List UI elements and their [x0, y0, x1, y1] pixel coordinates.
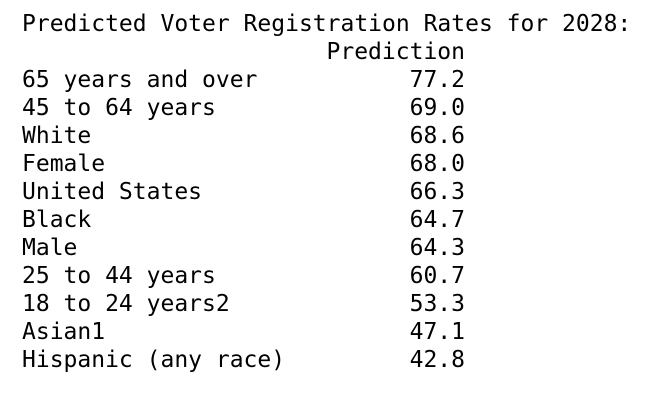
row-label: 65 years and over [22, 67, 258, 93]
row-value: 68.0 [409, 151, 465, 177]
row-label: Hispanic (any race) [22, 347, 286, 373]
table-row: United States 66.3 [22, 178, 662, 206]
console-output: Predicted Voter Registration Rates for 2… [22, 10, 662, 374]
row-value: 42.8 [409, 347, 465, 373]
row-label: Asian1 [22, 319, 106, 345]
table-row: 45 to 64 years 69.0 [22, 94, 662, 122]
row-label: 18 to 24 years2 [22, 291, 230, 317]
table-header-row: Prediction [22, 38, 662, 66]
table-row: Black 64.7 [22, 206, 662, 234]
table-row: Hispanic (any race) 42.8 [22, 346, 662, 374]
row-value: 68.6 [409, 123, 465, 149]
table-row: 65 years and over 77.2 [22, 66, 662, 94]
column-header-prediction: Prediction [326, 39, 465, 65]
row-label: United States [22, 179, 203, 205]
row-label: Male [22, 235, 78, 261]
table-row: Female 68.0 [22, 150, 662, 178]
row-value: 69.0 [409, 95, 465, 121]
table-row: White 68.6 [22, 122, 662, 150]
row-value: 66.3 [409, 179, 465, 205]
row-value: 47.1 [409, 319, 465, 345]
table-row: 18 to 24 years2 53.3 [22, 290, 662, 318]
row-value: 64.3 [409, 235, 465, 261]
row-value: 60.7 [409, 263, 465, 289]
row-value: 53.3 [409, 291, 465, 317]
row-value: 64.7 [409, 207, 465, 233]
table-row: Male 64.3 [22, 234, 662, 262]
row-label: White [22, 123, 92, 149]
header-index-spacer [22, 38, 322, 66]
row-label: Black [22, 207, 92, 233]
row-label: Female [22, 151, 106, 177]
row-label: 45 to 64 years [22, 95, 216, 121]
output-title: Predicted Voter Registration Rates for 2… [22, 11, 632, 37]
row-label: 25 to 44 years [22, 263, 216, 289]
row-value: 77.2 [409, 67, 465, 93]
table-row: 25 to 44 years 60.7 [22, 262, 662, 290]
table-row: Asian1 47.1 [22, 318, 662, 346]
